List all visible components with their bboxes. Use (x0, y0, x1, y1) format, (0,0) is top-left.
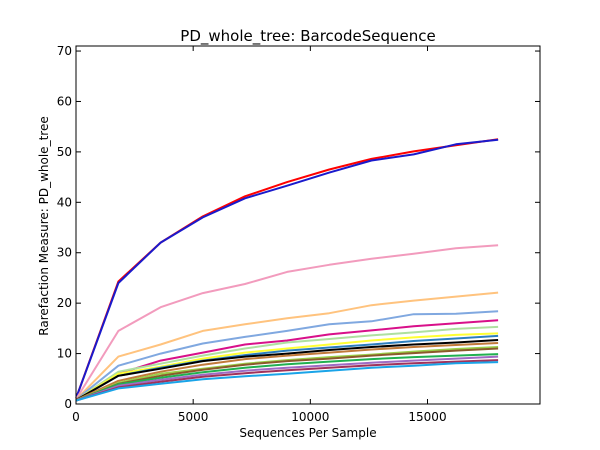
y-tick-label: 10 (57, 347, 72, 361)
y-tick-label: 40 (57, 195, 72, 209)
series-line-17 (75, 361, 499, 402)
series-line-11 (75, 342, 499, 401)
x-tick-label: 0 (72, 410, 80, 424)
series-lines (75, 138, 499, 402)
series-line-5 (75, 310, 499, 401)
series-line-6 (75, 319, 499, 401)
x-tick-label: 5000 (178, 410, 209, 424)
series-line-14 (75, 353, 499, 402)
y-tick-label: 50 (57, 145, 72, 159)
series-line-16 (75, 359, 499, 402)
series-line-10 (75, 339, 499, 401)
series-line-4 (75, 291, 499, 401)
chart-title: PD_whole_tree: BarcodeSequence (180, 27, 435, 46)
axes-frame (75, 45, 541, 405)
y-tick-label: 0 (64, 397, 72, 411)
plot-frame (75, 45, 541, 405)
y-tick-label: 70 (57, 44, 72, 58)
series-line-2 (75, 138, 499, 399)
series-line-7 (75, 325, 499, 401)
y-axis: 0 10 20 30 40 50 60 70 (57, 44, 540, 411)
y-tick-label: 20 (57, 296, 72, 310)
series-line-13 (75, 347, 499, 402)
x-tick-label: 10000 (291, 410, 329, 424)
y-axis-title: Rarefaction Measure: PD_whole_tree (37, 116, 51, 335)
x-tick-label: 15000 (408, 410, 446, 424)
x-axis: 0 5000 10000 15000 (72, 46, 447, 424)
series-line-15 (75, 355, 499, 402)
x-axis-title: Sequences Per Sample (239, 426, 376, 440)
series-line-3 (75, 244, 499, 400)
y-tick-label: 60 (57, 94, 72, 108)
y-tick-label: 30 (57, 246, 72, 260)
series-line-8 (75, 332, 499, 401)
